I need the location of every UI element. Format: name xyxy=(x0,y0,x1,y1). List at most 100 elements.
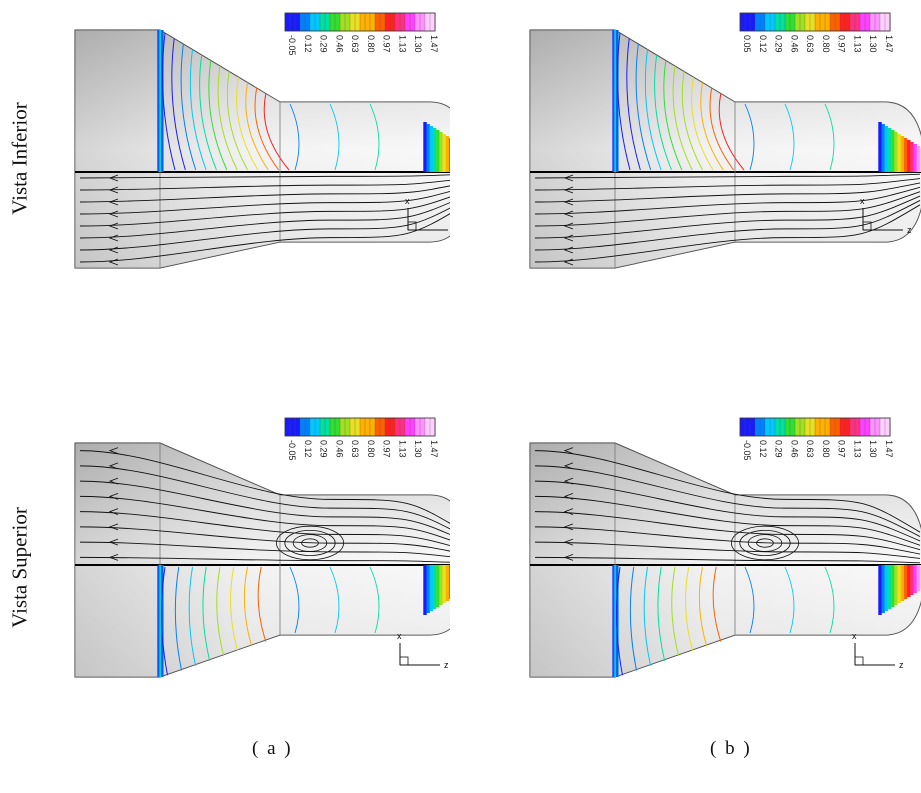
streamline-arrow xyxy=(563,477,574,485)
colorbar-swatch xyxy=(324,12,331,32)
contour-line xyxy=(289,103,300,171)
colorbar-swatch xyxy=(394,12,401,32)
contour-line xyxy=(188,566,197,666)
colorbar-swatch xyxy=(779,12,786,32)
vortex xyxy=(730,525,799,561)
streamline xyxy=(534,511,921,551)
axis-triad: zx xyxy=(852,631,904,670)
flow-figure: -0.05 0.12 0.29 0.46 0.63 0.80 0.97 1.13 1.30 1.4… xyxy=(74,12,450,269)
contour-line xyxy=(245,82,269,171)
axis-label-x: x xyxy=(852,631,857,641)
colorbar-swatch xyxy=(769,12,776,32)
colorbar-swatch xyxy=(369,12,376,32)
streamline-arrow xyxy=(108,477,119,485)
streamline xyxy=(534,195,921,239)
colorbar-tick: 1.13 xyxy=(397,35,407,53)
contour-line xyxy=(617,32,631,171)
contour-line xyxy=(236,76,259,171)
colorbar-swatch xyxy=(424,12,431,32)
colorbar-swatch xyxy=(789,12,796,32)
colorbar-tick: 0.29 xyxy=(319,35,329,53)
colorbar-swatch xyxy=(774,12,781,32)
colorbar-tick: 0.97 xyxy=(382,440,392,458)
colorbar-swatch xyxy=(809,12,816,32)
colorbar-tick: 0.46 xyxy=(334,35,344,53)
colorbar-tick: 0.12 xyxy=(758,35,768,53)
colorbar-swatch xyxy=(314,417,321,437)
colorbar-swatch xyxy=(399,417,406,437)
colorbar-tick: 0.05 xyxy=(742,35,752,53)
colorbar-swatch xyxy=(804,417,811,437)
colorbar-tick: 0.12 xyxy=(758,440,768,458)
streamline-arrow xyxy=(108,462,119,470)
contour-line xyxy=(162,32,176,171)
contour-line xyxy=(171,38,186,171)
row-label-inferior: Vista Inferior xyxy=(7,102,32,215)
colorbar-swatch xyxy=(319,417,326,437)
colorbar-swatch xyxy=(784,417,791,437)
colorbar-tick: 1.47 xyxy=(884,440,894,458)
colorbar-tick: 1.30 xyxy=(413,440,423,458)
axis-label-x: x xyxy=(397,631,402,641)
streamline-arrow xyxy=(563,246,574,254)
colorbar-swatch xyxy=(854,12,861,32)
streamline xyxy=(79,465,450,530)
colorbar-swatch xyxy=(339,417,346,437)
colorbar-tick: -0.05 xyxy=(742,440,752,461)
colorbar-swatch xyxy=(354,417,361,437)
colorbar-swatch xyxy=(769,417,776,437)
panel-a-inferior: -0.05 0.12 0.29 0.46 0.63 0.80 0.97 1.13 1.30 1.4… xyxy=(70,10,450,269)
colorbar-tick: 0.63 xyxy=(805,35,815,53)
colorbar-swatch xyxy=(364,417,371,437)
colorbar-tick: 0.97 xyxy=(837,35,847,53)
contour-line xyxy=(709,87,735,171)
colorbar-tick: 1.13 xyxy=(852,440,862,458)
colorbar-swatch xyxy=(289,12,296,32)
colorbar-swatch xyxy=(309,417,316,437)
colorbar-swatch xyxy=(859,417,866,437)
colorbar-swatch xyxy=(764,417,771,437)
contour-line xyxy=(208,60,228,171)
colorbar-swatch xyxy=(339,12,346,32)
contour-line xyxy=(161,566,168,676)
colorbar-swatch xyxy=(754,417,761,437)
contour-line xyxy=(685,566,694,652)
colorbar-swatch xyxy=(849,12,856,32)
colorbar-swatch xyxy=(329,12,336,32)
colorbar-swatch xyxy=(414,417,421,437)
contour-line xyxy=(254,87,280,171)
streamline-arrow xyxy=(563,174,574,182)
colorbar-tick: 1.13 xyxy=(397,440,407,458)
colorbar-swatch xyxy=(834,12,841,32)
colorbar-swatch xyxy=(799,12,806,32)
streamline xyxy=(79,190,450,215)
colorbar-swatch xyxy=(754,12,761,32)
colorbar-swatch xyxy=(284,12,291,32)
colorbar-swatch xyxy=(794,417,801,437)
colorbar-swatch xyxy=(739,12,746,32)
contour-line xyxy=(657,566,666,661)
streamline xyxy=(79,213,450,263)
colorbar-swatch xyxy=(804,12,811,32)
colorbar-swatch xyxy=(849,417,856,437)
contour-line xyxy=(289,566,300,634)
contour-line xyxy=(635,43,652,171)
streamline xyxy=(534,173,921,179)
colorbar-swatch xyxy=(394,417,401,437)
colorbar-swatch xyxy=(294,12,301,32)
colorbar-swatch xyxy=(374,12,381,32)
colorbar-swatch xyxy=(884,417,891,437)
colorbar-swatch xyxy=(344,12,351,32)
streamline-arrow xyxy=(108,198,119,206)
colorbar-tick: -0.05 xyxy=(287,35,297,56)
vortex xyxy=(284,530,336,557)
row-label-superior: Vista Superior xyxy=(7,507,32,628)
colorbar-swatch xyxy=(819,417,826,437)
colorbar-swatch xyxy=(354,12,361,32)
colorbar-swatch xyxy=(869,12,876,32)
contour-line xyxy=(672,65,693,171)
streamline xyxy=(79,495,450,541)
colorbar-tick: 0.46 xyxy=(334,440,344,458)
colorbar-tick: 0.63 xyxy=(350,440,360,458)
colorbar-tick: 0.29 xyxy=(774,35,784,53)
